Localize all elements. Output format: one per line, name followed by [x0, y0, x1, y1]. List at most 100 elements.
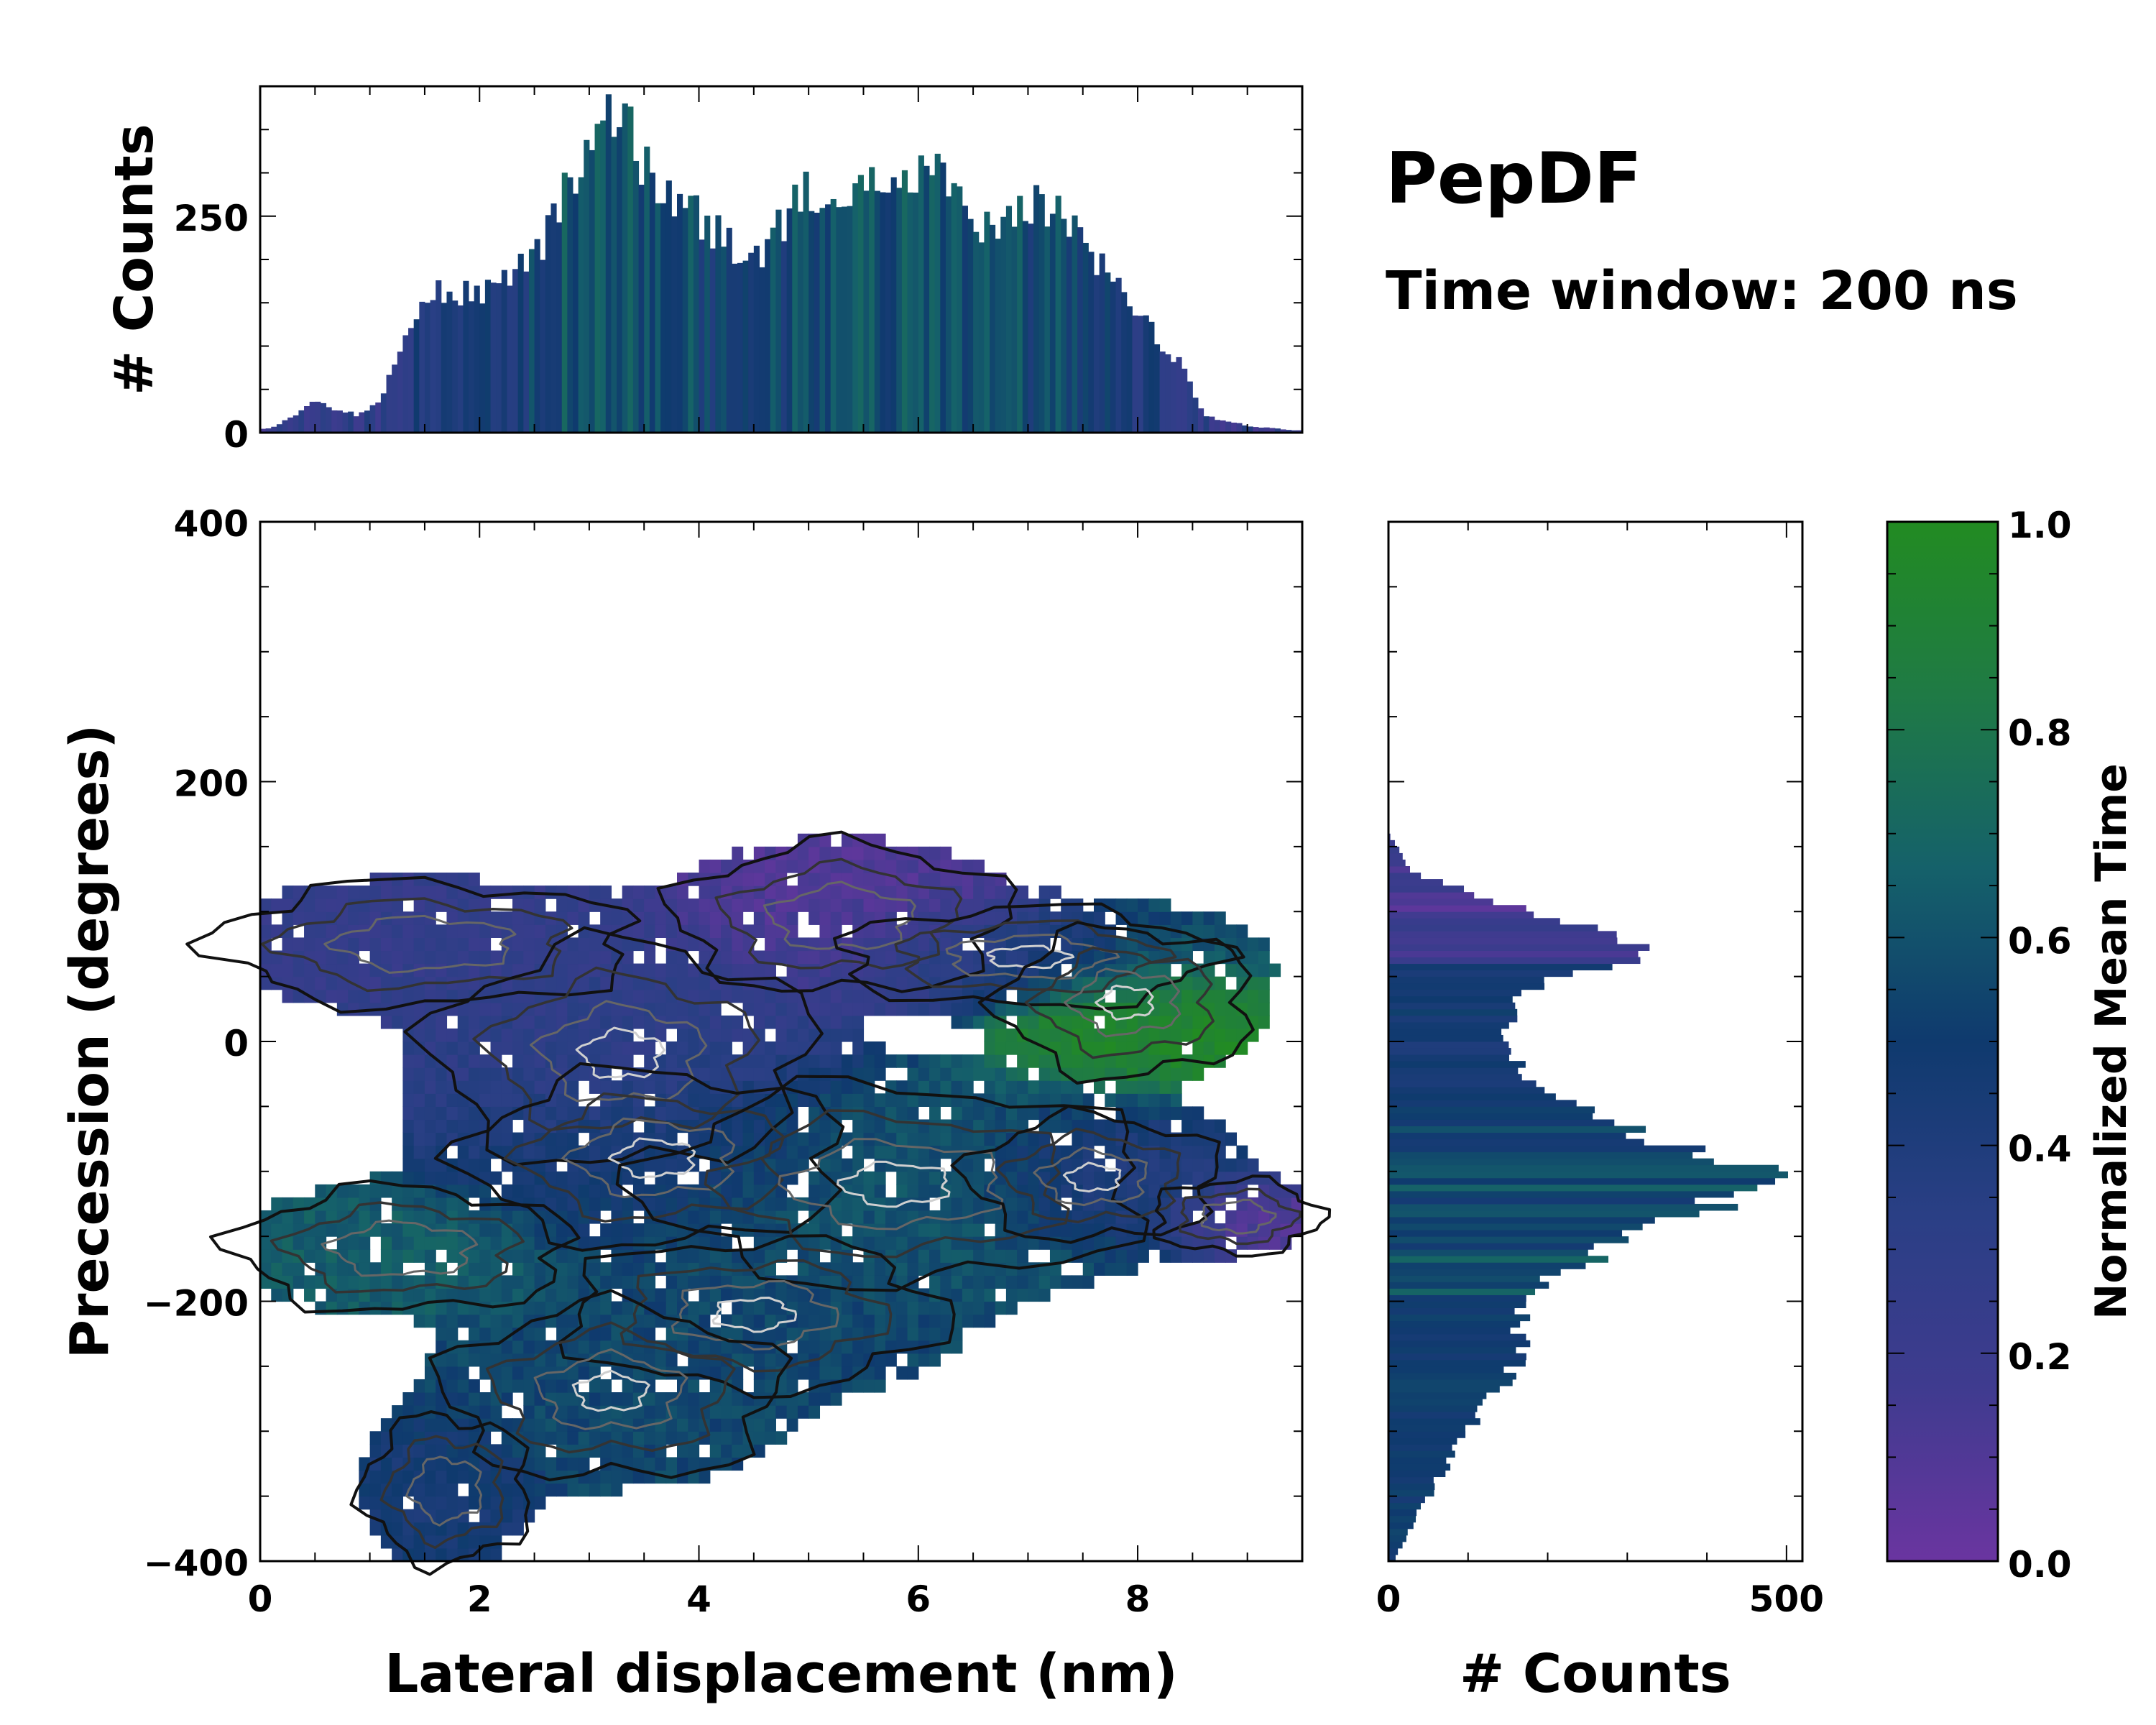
heatmap-cell — [534, 976, 546, 990]
heatmap-cell — [1148, 898, 1161, 912]
heatmap-cell — [1192, 1171, 1204, 1185]
heatmap-cell — [457, 1392, 469, 1406]
heatmap-cell — [556, 976, 568, 990]
heatmap-cell — [436, 1067, 448, 1081]
heatmap-cell — [348, 911, 359, 925]
heatmap-cell — [644, 924, 656, 938]
heatmap-cell — [589, 1041, 601, 1055]
heatmap-cell — [819, 1392, 831, 1406]
top-histogram-bar — [852, 183, 859, 433]
heatmap-cell — [753, 1184, 765, 1198]
heatmap-cell — [315, 976, 327, 990]
top-histogram-bar — [808, 211, 815, 433]
heatmap-cell — [369, 989, 382, 1003]
top-histogram-bar — [737, 262, 744, 433]
heatmap-cell — [841, 1301, 853, 1315]
heatmap-cell — [392, 1444, 404, 1458]
heatmap-cell — [1038, 1275, 1051, 1289]
heatmap-cell — [392, 898, 404, 912]
heatmap-cell — [479, 911, 492, 925]
right-histogram-bar — [1388, 1119, 1615, 1126]
heatmap-cell — [721, 1015, 732, 1029]
heatmap-cell — [600, 886, 612, 899]
heatmap-cell — [797, 1340, 809, 1354]
heatmap-cell — [479, 1067, 492, 1081]
right-histogram-bar — [1388, 1151, 1693, 1159]
heatmap-cell — [962, 1080, 974, 1094]
heatmap-cell — [446, 1431, 459, 1445]
heatmap-cell — [819, 1093, 831, 1107]
heatmap-cell — [457, 1275, 469, 1289]
heatmap-cell — [424, 1366, 436, 1380]
heatmap-cell — [841, 846, 853, 860]
heatmap-cell — [907, 937, 919, 952]
heatmap-cell — [699, 898, 711, 912]
heatmap-cell — [469, 1041, 480, 1055]
right-histogram-bar — [1388, 1282, 1549, 1289]
heatmap-cell — [304, 1275, 315, 1289]
heatmap-cell — [501, 1080, 513, 1094]
right-histogram-bar — [1388, 1418, 1480, 1425]
heatmap-cell — [436, 1028, 448, 1042]
top-histogram-bar — [452, 300, 459, 433]
heatmap-cell — [699, 1249, 711, 1263]
heatmap-cell — [852, 1340, 865, 1354]
heatmap-cell — [457, 1171, 469, 1185]
heatmap-cell — [1214, 1015, 1226, 1029]
heatmap-cell — [1028, 1080, 1040, 1094]
heatmap-cell — [1148, 1015, 1161, 1029]
density-contour — [704, 1109, 1070, 1259]
heatmap-cell — [786, 1366, 798, 1380]
heatmap-cell — [1115, 950, 1128, 965]
heatmap-cell — [874, 1353, 886, 1367]
right-histogram-bar — [1388, 1340, 1531, 1348]
heatmap-cell — [1005, 1028, 1018, 1042]
heatmap-cell — [260, 1236, 272, 1250]
heatmap-cell — [688, 1444, 700, 1458]
heatmap-cell — [721, 1249, 732, 1263]
heatmap-cell — [819, 1054, 831, 1068]
heatmap-cell — [677, 1457, 688, 1471]
right-histogram-bar — [1388, 898, 1493, 906]
heatmap-cell — [479, 1184, 492, 1198]
top-histogram-bar — [869, 167, 875, 433]
heatmap-cell — [721, 1340, 732, 1354]
heatmap-cell — [1126, 989, 1138, 1003]
heatmap-cell — [732, 1067, 744, 1081]
heatmap-cell — [775, 1405, 788, 1419]
heatmap-cell — [765, 924, 776, 938]
heatmap-cell — [501, 1288, 513, 1302]
heatmap-cell — [929, 1171, 941, 1185]
top-histogram-bar — [528, 249, 535, 433]
heatmap-cell — [753, 886, 765, 899]
heatmap-cell — [665, 1366, 678, 1380]
heatmap-cell — [490, 911, 502, 925]
heatmap-cell — [600, 1002, 612, 1016]
heatmap-cell — [841, 1158, 853, 1172]
heatmap-cell — [490, 963, 502, 978]
top-histogram-bar — [534, 239, 540, 433]
heatmap-cell — [292, 886, 305, 899]
heatmap-cell — [402, 1093, 415, 1107]
top-histogram-bar — [545, 215, 551, 433]
heatmap-cell — [534, 1418, 546, 1432]
density-contour — [1062, 1162, 1122, 1193]
heatmap-cell — [896, 1132, 908, 1146]
heatmap-cell — [995, 1041, 1007, 1055]
heatmap-cell — [436, 1470, 448, 1484]
heatmap-cell — [995, 1106, 1007, 1121]
heatmap-cell — [315, 950, 327, 965]
heatmap-cell — [918, 1067, 930, 1081]
heatmap-cell — [611, 911, 623, 925]
heatmap-cell — [436, 950, 448, 965]
heatmap-cell — [1126, 911, 1138, 925]
heatmap-cell — [501, 1314, 513, 1328]
heatmap-cell — [874, 1223, 886, 1237]
heatmap-cell — [282, 937, 294, 952]
top-histogram-bar — [857, 175, 864, 433]
heatmap-cell — [644, 1002, 656, 1016]
heatmap-cell — [1138, 1015, 1149, 1029]
heatmap-cell — [688, 1249, 700, 1263]
density-contour — [711, 1297, 797, 1333]
heatmap-cell — [413, 1158, 425, 1172]
